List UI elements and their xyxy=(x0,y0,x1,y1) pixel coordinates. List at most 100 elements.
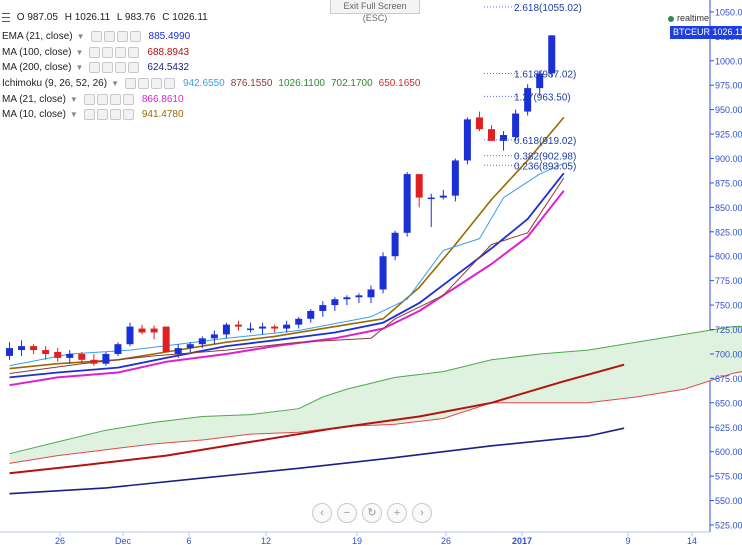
close-icon[interactable] xyxy=(122,109,134,121)
candle xyxy=(331,299,339,306)
candle xyxy=(355,295,363,298)
close-icon[interactable] xyxy=(128,62,140,74)
scroll-left-button[interactable]: ‹ xyxy=(312,503,332,523)
candle xyxy=(259,326,267,329)
y-tick-label: 1050.00 xyxy=(715,7,742,17)
settings-icon[interactable] xyxy=(89,62,101,74)
settings-icon[interactable] xyxy=(89,46,101,58)
candle xyxy=(42,350,50,354)
indicator-controls[interactable] xyxy=(90,31,141,43)
close-icon[interactable] xyxy=(163,78,175,90)
add-icon[interactable] xyxy=(109,109,121,121)
chevron-down-icon[interactable]: ▼ xyxy=(69,94,78,104)
fib-level-label: 2.618(1055.02) xyxy=(514,3,582,14)
candle xyxy=(295,318,303,325)
add-icon[interactable] xyxy=(109,93,121,105)
gear-icon[interactable] xyxy=(137,78,149,90)
gear-icon[interactable] xyxy=(102,46,114,58)
close-icon[interactable] xyxy=(128,46,140,58)
menu-icon[interactable] xyxy=(2,12,10,22)
candle xyxy=(210,334,218,339)
candle xyxy=(500,135,508,141)
ichimoku-cloud xyxy=(9,326,742,464)
zoom-out-button[interactable]: − xyxy=(337,503,357,523)
y-tick-label: 975.00 xyxy=(715,81,742,91)
gear-icon[interactable] xyxy=(96,93,108,105)
candle xyxy=(247,328,254,331)
y-tick-label: 650.00 xyxy=(715,398,742,408)
add-icon[interactable] xyxy=(150,78,162,90)
realtime-indicator: realtime xyxy=(668,13,709,23)
candle xyxy=(30,346,38,351)
fib-level-label: 0.382(902.98) xyxy=(514,152,576,163)
y-tick-label: 850.00 xyxy=(715,203,742,213)
y-tick-label: 825.00 xyxy=(715,227,742,237)
indicator-controls[interactable] xyxy=(83,93,134,105)
x-tick-label: 26 xyxy=(55,536,65,545)
settings-icon[interactable] xyxy=(83,93,95,105)
candle xyxy=(367,289,375,298)
indicator-ma-200[interactable]: MA (200, close) ▼ 624.5432 xyxy=(2,62,190,74)
y-tick-label: 700.00 xyxy=(715,349,742,359)
y-tick-label: 625.00 xyxy=(715,423,742,433)
candle xyxy=(198,338,206,345)
indicator-controls[interactable] xyxy=(89,46,140,58)
settings-icon[interactable] xyxy=(83,109,95,121)
indicator-ema-21[interactable]: EMA (21, close) ▼ 885.4990 xyxy=(2,31,191,43)
add-icon[interactable] xyxy=(115,46,127,58)
gear-icon[interactable] xyxy=(96,109,108,121)
settings-icon[interactable] xyxy=(124,78,136,90)
indicator-controls[interactable] xyxy=(83,109,134,121)
y-tick-label: 900.00 xyxy=(715,154,742,164)
indicator-ma-21[interactable]: MA (21, close) ▼ 866.8610 xyxy=(2,93,184,105)
gear-icon[interactable] xyxy=(103,31,115,43)
fib-level-label: 0.236(893.05) xyxy=(514,161,576,172)
indicator-ichimoku[interactable]: Ichimoku (9, 26, 52, 26) ▼ 942.6550 876.… xyxy=(2,78,421,90)
high-value: 1026.11 xyxy=(74,12,111,23)
add-icon[interactable] xyxy=(115,62,127,74)
close-icon[interactable] xyxy=(122,93,134,105)
chart-navigation: ‹ − ↻ + › xyxy=(312,503,432,523)
add-icon[interactable] xyxy=(116,31,128,43)
low-value: 983.76 xyxy=(124,12,156,23)
scroll-right-button[interactable]: › xyxy=(412,503,432,523)
settings-icon[interactable] xyxy=(90,31,102,43)
candle xyxy=(343,297,351,300)
exit-full-screen-button[interactable]: Exit Full Screen (ESC) xyxy=(330,0,420,23)
y-tick-label: 925.00 xyxy=(715,130,742,140)
x-tick-label: 9 xyxy=(625,536,630,545)
gear-icon[interactable] xyxy=(102,62,114,74)
chevron-down-icon[interactable]: ▼ xyxy=(75,63,84,73)
chevron-down-icon[interactable]: ▼ xyxy=(76,32,85,42)
candle xyxy=(548,35,556,74)
y-tick-label: 550.00 xyxy=(715,496,742,506)
fib-level-label: 1.27(963.50) xyxy=(514,92,571,103)
chevron-down-icon[interactable]: ▼ xyxy=(69,110,78,120)
series-line-2 xyxy=(9,190,565,387)
y-tick-label: 750.00 xyxy=(715,301,742,311)
x-tick-label: 14 xyxy=(687,536,697,545)
candle xyxy=(475,117,483,130)
candle xyxy=(78,353,86,360)
indicator-controls[interactable] xyxy=(124,78,175,90)
x-tick-label: 6 xyxy=(186,536,191,545)
candle xyxy=(234,324,242,327)
candle xyxy=(138,328,146,333)
y-tick-label: 525.00 xyxy=(715,521,742,531)
candle xyxy=(186,344,194,349)
indicator-ma-100[interactable]: MA (100, close) ▼ 688.8943 xyxy=(2,46,190,58)
indicator-controls[interactable] xyxy=(89,62,140,74)
candle xyxy=(54,352,62,358)
reset-button[interactable]: ↻ xyxy=(362,503,382,523)
candle xyxy=(222,324,230,335)
indicator-ma-10[interactable]: MA (10, close) ▼ 941.4780 xyxy=(2,109,184,121)
x-tick-label: 19 xyxy=(352,536,362,545)
y-tick-label: 950.00 xyxy=(715,105,742,115)
chevron-down-icon[interactable]: ▼ xyxy=(75,47,84,57)
chevron-down-icon[interactable]: ▼ xyxy=(111,79,119,89)
candle xyxy=(150,328,158,333)
zoom-in-button[interactable]: + xyxy=(387,503,407,523)
close-icon[interactable] xyxy=(129,31,141,43)
candle xyxy=(439,195,447,198)
